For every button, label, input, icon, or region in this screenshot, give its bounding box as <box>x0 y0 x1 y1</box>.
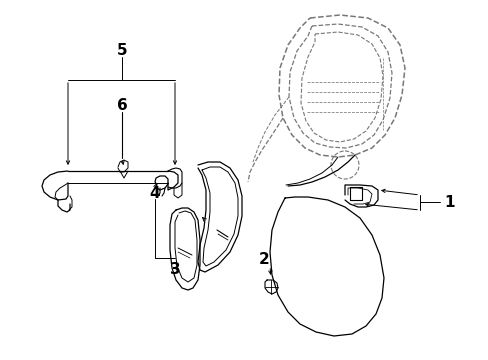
Text: 2: 2 <box>258 252 269 267</box>
Text: 5: 5 <box>117 42 127 58</box>
Text: 4: 4 <box>149 185 160 201</box>
Text: 3: 3 <box>169 262 180 278</box>
Text: 1: 1 <box>444 194 454 210</box>
Text: 6: 6 <box>116 98 127 113</box>
